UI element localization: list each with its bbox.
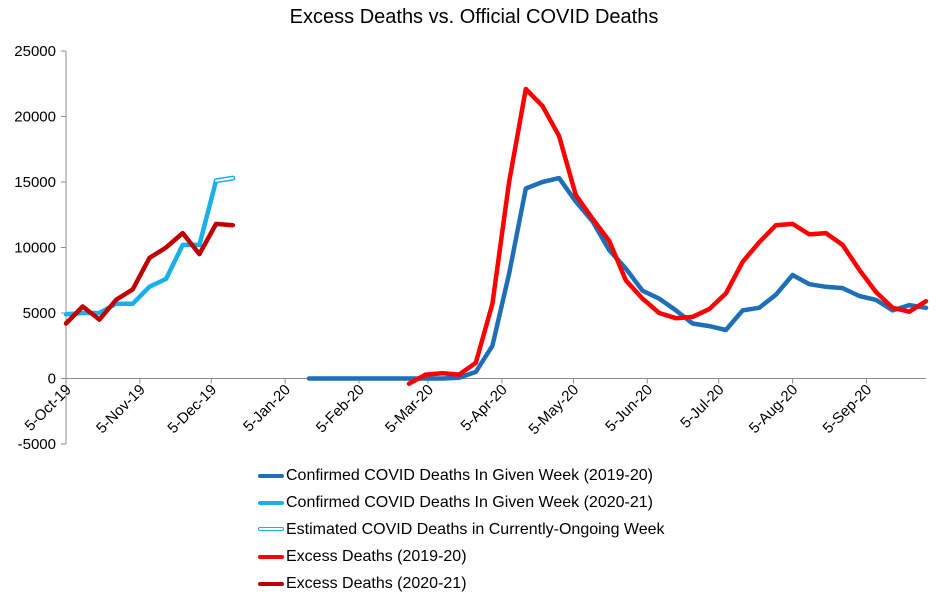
legend-swatch: [258, 496, 284, 510]
x-tick-label: 5-Dec-19: [164, 381, 220, 437]
y-tick-label: -5000: [18, 436, 56, 453]
y-tick-label: 10000: [14, 240, 56, 257]
x-tick-labels: 5-Oct-19 5-Nov-19 5-Dec-19 5-Jan-20 5-Feb-20…: [22, 381, 876, 438]
x-tick-label: 5-Jun-20: [602, 381, 656, 435]
legend-label: Excess Deaths (2020-21): [286, 574, 467, 592]
x-tick-label: 5-Mar-20: [382, 381, 437, 436]
legend-swatch: [258, 469, 284, 483]
y-tick-label: 25000: [14, 43, 56, 60]
x-tick-label: 5-May-20: [525, 381, 582, 438]
y-tick-label: 20000: [14, 109, 56, 126]
y-tick-label: 5000: [23, 305, 56, 322]
series-line-1: [63, 175, 236, 317]
legend-item: Estimated COVID Deaths in Currently-Ongo…: [258, 516, 665, 543]
series-line-estimated-inner: [215, 177, 234, 182]
legend-label: Estimated COVID Deaths in Currently-Ongo…: [286, 520, 665, 538]
y-tick-labels: 25000 20000 15000 10000 5000 0 -5000: [14, 43, 56, 453]
legend: Confirmed COVID Deaths In Given Week (20…: [258, 462, 665, 597]
legend-item: Confirmed COVID Deaths In Given Week (20…: [258, 462, 665, 489]
x-tick-label: 5-Nov-19: [93, 381, 149, 437]
legend-item: Confirmed COVID Deaths In Given Week (20…: [258, 489, 665, 516]
series-lines: [63, 86, 929, 386]
y-tick-label: 0: [48, 371, 56, 388]
legend-item: Excess Deaths (2020-21): [258, 570, 665, 597]
series-line-3: [406, 86, 929, 386]
x-tick-label: 5-Oct-19: [22, 381, 75, 434]
legend-item: Excess Deaths (2019-20): [258, 543, 665, 570]
x-tick-label: 5-Jan-20: [240, 381, 294, 435]
series-line-4: [63, 221, 236, 326]
x-tick-label: 5-Feb-20: [313, 381, 368, 436]
legend-swatch: [258, 550, 284, 564]
legend-swatch: [258, 577, 284, 591]
chart-title: Excess Deaths vs. Official COVID Deaths: [289, 6, 659, 28]
x-tick-label: 5-Sep-20: [820, 381, 876, 437]
x-tick-label: 5-Jul-20: [677, 381, 727, 431]
x-tick-label: 5-Aug-20: [746, 381, 802, 437]
axes: [61, 50, 926, 445]
legend-swatch: [258, 523, 284, 537]
legend-label: Confirmed COVID Deaths In Given Week (20…: [286, 466, 653, 484]
legend-label: Confirmed COVID Deaths In Given Week (20…: [286, 493, 653, 511]
series-line-0: [306, 175, 929, 381]
legend-label: Excess Deaths (2019-20): [286, 547, 467, 565]
y-tick-label: 15000: [14, 174, 56, 191]
x-tick-label: 5-Apr-20: [457, 381, 510, 434]
